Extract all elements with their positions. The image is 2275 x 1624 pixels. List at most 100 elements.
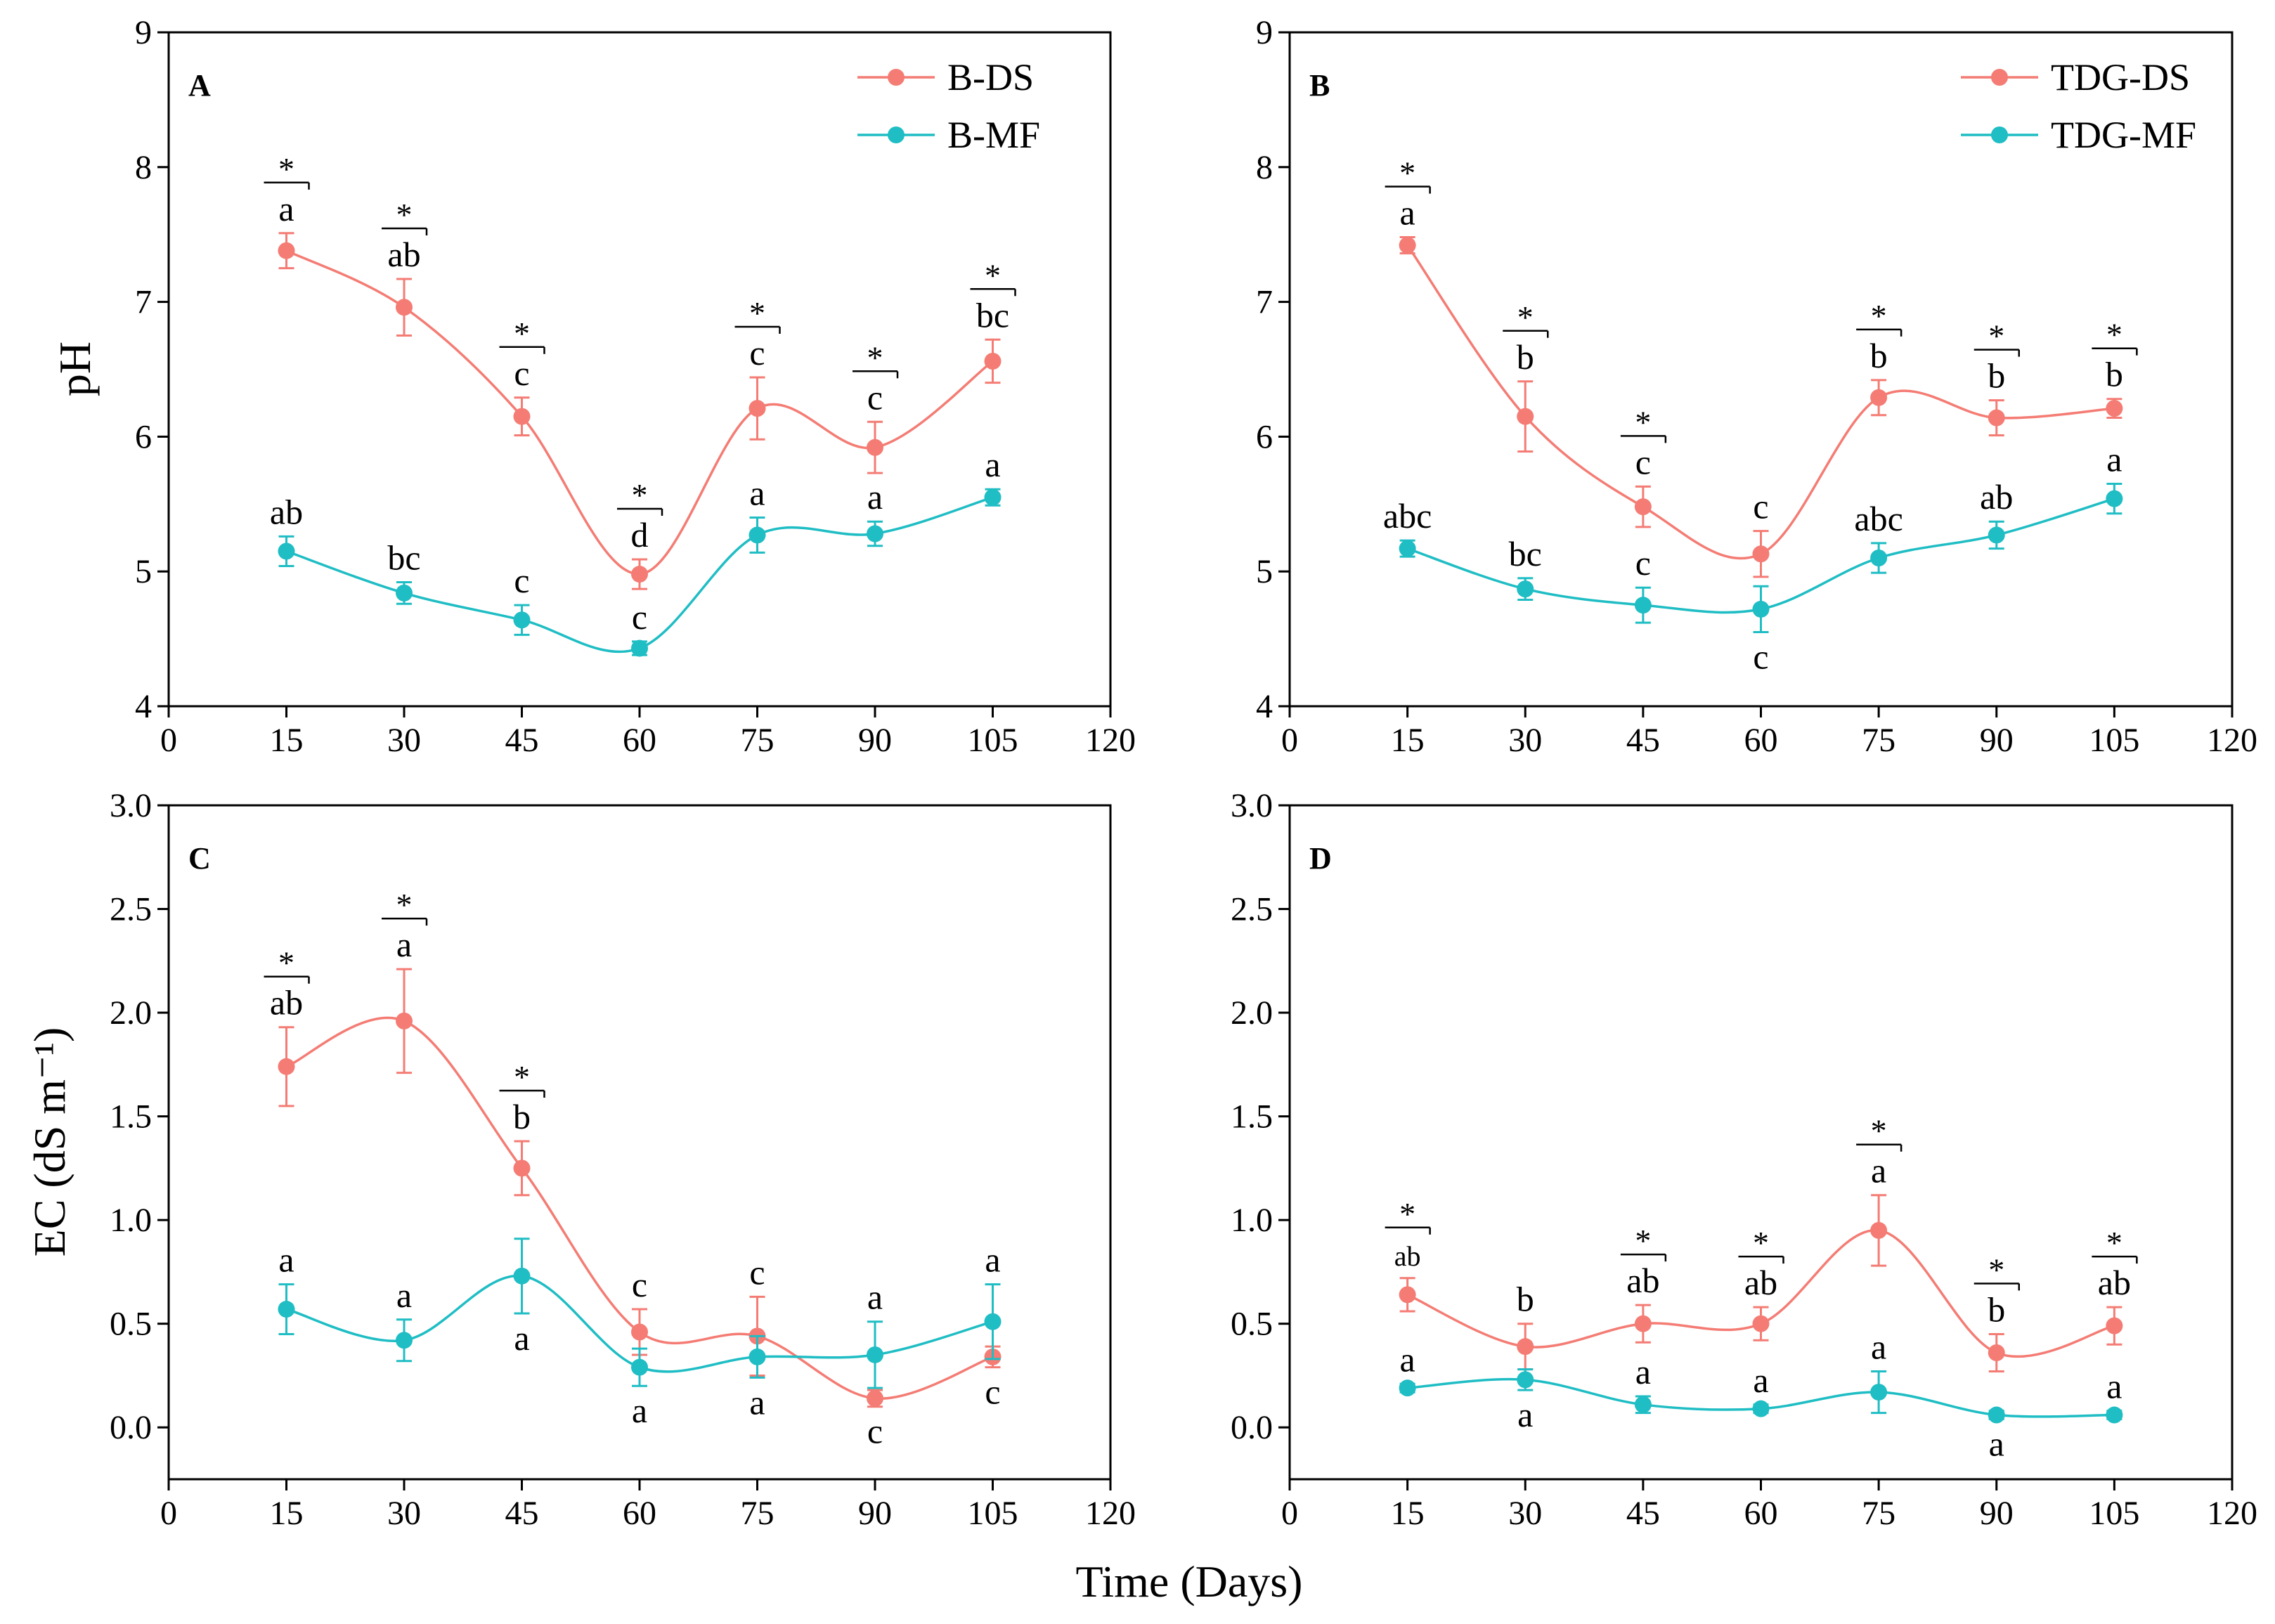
x-tick-label: 0 (160, 722, 177, 759)
data-point-TDG-MF (1634, 1396, 1652, 1413)
x-tick-label: 60 (623, 1495, 656, 1532)
data-point-B-DS (513, 1159, 531, 1177)
y-tick-label: 0.5 (110, 1306, 152, 1343)
significance-letter: ab (1980, 477, 2013, 517)
data-point-B-DS (396, 1012, 413, 1029)
significance-letter: b (2106, 355, 2123, 394)
y-tick-label: 0.0 (1231, 1409, 1273, 1446)
y-tick-label: 6 (1256, 418, 1273, 455)
significance-letter: a (396, 925, 412, 964)
y-tick-label: 6 (135, 418, 152, 455)
y-tick-label: 7 (135, 284, 152, 321)
significance-star: * (514, 1059, 530, 1095)
data-point-TDG-DS (1870, 389, 1888, 406)
x-tick-label: 30 (1508, 1495, 1542, 1532)
significance-letter: b (1870, 336, 1888, 375)
significance-star: * (2106, 317, 2122, 353)
x-tick-label: 45 (1626, 722, 1660, 759)
data-point-B-DS (631, 1323, 648, 1341)
y-tick-label: 1.5 (1231, 1098, 1273, 1136)
x-tick-label: 75 (1862, 722, 1895, 759)
significance-letter: a (1871, 1151, 1886, 1190)
significance-star: * (632, 477, 648, 513)
significance-letter: a (1517, 1395, 1533, 1434)
x-tick-label: 45 (1626, 1495, 1660, 1532)
significance-letter: ab (1744, 1263, 1777, 1302)
y-tick-label: 9 (1256, 14, 1273, 51)
significance-star: * (985, 257, 1001, 293)
data-point-TDG-MF (1988, 526, 2005, 544)
data-point-TDG-DS (1988, 409, 2005, 427)
significance-letter: abc (1854, 499, 1903, 538)
x-tick-label: 105 (968, 722, 1018, 759)
data-point-B-DS (867, 1389, 883, 1407)
significance-star: * (1399, 155, 1415, 191)
data-point-B-DS (631, 566, 648, 583)
data-point-TDG-MF (1399, 1379, 1416, 1397)
data-point-B-DS (513, 408, 531, 425)
legend-label: TDG-DS (2051, 56, 2190, 98)
data-point-TDG-DS (1399, 237, 1416, 254)
data-point-TDG-MF (1399, 540, 1416, 557)
data-point-TDG-MF (1752, 1400, 1770, 1417)
data-point-B-MF (278, 1301, 295, 1318)
x-tick-label: 60 (1744, 722, 1778, 759)
x-tick-label: 75 (1862, 1495, 1895, 1532)
significance-star: * (278, 945, 294, 981)
data-point-B-MF (631, 639, 648, 657)
significance-star: * (867, 339, 883, 375)
y-tick-label: 8 (1256, 149, 1273, 186)
data-point-TDG-DS (1752, 545, 1770, 563)
significance-star: * (1517, 299, 1534, 335)
significance-letter: a (514, 1318, 529, 1358)
significance-letter: ab (270, 983, 303, 1022)
data-point-TDG-MF (1634, 597, 1652, 614)
significance-star: * (396, 197, 413, 233)
panel-label: B (1309, 68, 1330, 103)
significance-letter: a (749, 473, 765, 512)
panel-A: 0 15 30 45 60 75 90 105 120456789ApHaabcdccbcabb… (50, 14, 1136, 759)
significance-letter: b (1517, 1280, 1534, 1319)
data-point-B-DS (748, 400, 766, 417)
significance-star: * (1988, 1252, 2004, 1287)
legend: B-DS B-MF (857, 56, 1040, 156)
data-point-TDG-DS (1517, 408, 1534, 425)
significance-letter: a (396, 1275, 412, 1315)
significance-letter: a (2106, 1367, 2122, 1406)
x-tick-label: 45 (505, 1495, 539, 1532)
significance-star: * (749, 295, 765, 331)
significance-letter: ab (2098, 1263, 2131, 1302)
significance-letter: c (867, 377, 883, 417)
significance-letter: ab (387, 235, 420, 274)
y-tick-label: 4 (135, 688, 152, 725)
data-point-B-MF (631, 1358, 648, 1376)
significance-letter: c (514, 353, 529, 393)
significance-letter: abc (1383, 496, 1432, 535)
significance-letter: a (2106, 440, 2122, 479)
data-point-B-MF (278, 543, 295, 560)
significance-letter: d (631, 515, 649, 554)
significance-letter: a (278, 189, 294, 228)
significance-letter: a (985, 445, 1000, 484)
data-point-B-DS (278, 242, 295, 259)
data-point-TDG-DS (1517, 1338, 1534, 1356)
data-point-TDG-DS (2106, 1317, 2123, 1334)
y-tick-label: 5 (135, 553, 152, 590)
significance-letter: b (1988, 1290, 2005, 1329)
y-tick-label: 1.5 (110, 1098, 152, 1136)
x-tick-label: 0 (1281, 722, 1298, 759)
y-tick-label: 8 (135, 149, 152, 186)
x-tick-label: 90 (1980, 722, 2014, 759)
legend: TDG-DS TDG-MF (1961, 56, 2196, 156)
y-axis-title: pH (50, 342, 100, 396)
significance-star: * (278, 151, 294, 187)
data-point-TDG-DS (1634, 498, 1652, 516)
data-point-B-MF (513, 611, 531, 629)
x-tick-label: 60 (1744, 1495, 1778, 1532)
significance-letter: c (867, 1412, 883, 1451)
significance-letter: a (867, 1278, 883, 1317)
data-point-TDG-DS (1870, 1221, 1888, 1239)
significance-letter: c (1635, 442, 1651, 481)
